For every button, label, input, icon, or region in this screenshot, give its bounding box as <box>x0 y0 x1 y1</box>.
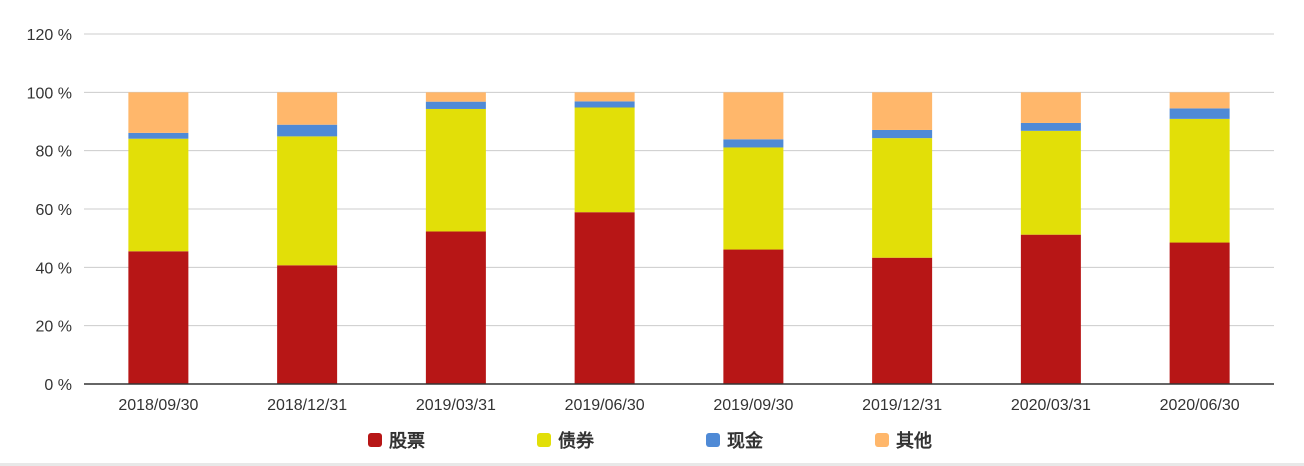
bar-segment <box>1020 234 1081 384</box>
y-tick-label: 0 % <box>44 377 72 394</box>
bar-segment <box>277 265 338 384</box>
legend-item[interactable]: 现金 <box>706 424 763 456</box>
legend-swatch <box>706 433 720 447</box>
x-tick-label: 2018/09/30 <box>118 397 198 414</box>
legend-label: 现金 <box>727 431 763 452</box>
bar-segment <box>872 129 933 139</box>
legend-item[interactable]: 其他 <box>875 424 932 456</box>
legend-label: 股票 <box>389 431 425 452</box>
bar-segment <box>574 212 635 384</box>
bar-segment <box>425 231 486 384</box>
bar-segment <box>277 136 338 266</box>
x-tick-label: 2019/03/31 <box>416 397 496 414</box>
bar-segment <box>128 251 189 384</box>
bar-segment <box>1169 118 1230 243</box>
bar-segment <box>425 101 486 109</box>
bar-segment <box>277 92 338 125</box>
legend-swatch <box>368 433 382 447</box>
bar-segment <box>128 132 189 139</box>
legend-label: 其他 <box>896 431 932 452</box>
x-tick-label: 2020/06/30 <box>1160 397 1240 414</box>
bar-segment <box>128 138 189 252</box>
bar-segment <box>574 101 635 108</box>
x-tick-label: 2020/03/31 <box>1011 397 1091 414</box>
x-tick-label: 2019/06/30 <box>565 397 645 414</box>
y-tick-label: 80 % <box>36 144 72 161</box>
legend-swatch <box>537 433 551 447</box>
bar-segment <box>723 147 784 250</box>
bottom-divider <box>0 463 1304 466</box>
legend-swatch <box>875 433 889 447</box>
x-tick-label: 2018/12/31 <box>267 397 347 414</box>
bar-segment <box>1169 108 1230 119</box>
legend-item[interactable]: 股票 <box>368 424 425 456</box>
y-tick-label: 20 % <box>36 319 72 336</box>
bar-segment <box>1020 130 1081 235</box>
y-tick-label: 60 % <box>36 202 72 219</box>
bar-segment <box>277 124 338 137</box>
legend-label: 债券 <box>558 431 594 452</box>
bar-segment <box>425 92 486 102</box>
bar-segment <box>723 139 784 148</box>
legend-item[interactable]: 债券 <box>537 424 594 456</box>
bar-segment <box>1020 122 1081 131</box>
bar-segment <box>574 92 635 102</box>
bar-segment <box>872 92 933 130</box>
bar-segment <box>872 138 933 258</box>
bar-segment <box>574 107 635 213</box>
bar-segment <box>1169 242 1230 384</box>
y-tick-label: 100 % <box>27 85 72 102</box>
bar-segment <box>1169 92 1230 109</box>
bar-segment <box>128 92 189 133</box>
y-tick-label: 120 % <box>27 27 72 44</box>
bar-segment <box>872 257 933 384</box>
x-tick-label: 2019/09/30 <box>713 397 793 414</box>
x-tick-label: 2019/12/31 <box>862 397 942 414</box>
bar-segment <box>723 249 784 384</box>
stacked-bar-chart: 0 % 20 % 40 % 60 % 80 % 100 % 120 % 2018/09/30 2… <box>27 27 1274 414</box>
bar-segment <box>723 92 784 140</box>
y-tick-label: 40 % <box>36 260 72 277</box>
bar-segment <box>1020 92 1081 123</box>
chart-legend: 股票 债券 现金 其他 <box>0 424 1304 456</box>
bar-segment <box>425 108 486 232</box>
